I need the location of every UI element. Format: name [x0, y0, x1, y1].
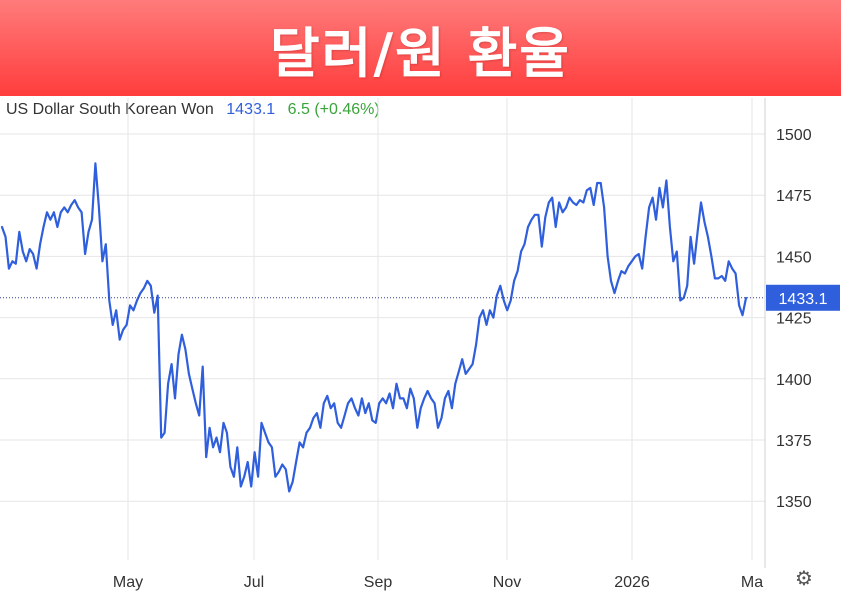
x-tick-label: Jul [244, 574, 264, 591]
x-tick-label: Nov [493, 574, 521, 591]
banner-title: 달러/원 환율 [270, 21, 571, 85]
x-tick-label: May [113, 574, 143, 591]
y-tick-label: 1375 [776, 433, 812, 450]
x-tick-label: Sep [364, 574, 393, 591]
legend-current-value: 1433.1 [226, 101, 276, 118]
y-tick-label: 1450 [776, 249, 812, 266]
current-value-badge [766, 284, 840, 311]
legend-series-name: US Dollar South Korean Won [6, 101, 214, 118]
y-tick-label: 1400 [776, 372, 812, 389]
y-tick-label: 1475 [776, 188, 812, 205]
current-value-label: 1433.1 [779, 291, 828, 308]
title-banner: 달러/원 환율 [0, 0, 841, 96]
chart-legend: US Dollar South Korean Won 1433.1 6.5 (+… [6, 101, 388, 119]
x-tick-label: Ma [741, 574, 763, 591]
gear-icon[interactable]: ⚙ [795, 568, 813, 590]
y-tick-label: 1350 [776, 494, 812, 511]
y-tick-label: 1500 [776, 127, 812, 144]
x-tick-label: 2026 [614, 574, 650, 591]
price-line [0, 162, 748, 493]
legend-change: 6.5 (+0.46%) [287, 101, 380, 118]
y-tick-label: 1425 [776, 311, 812, 328]
